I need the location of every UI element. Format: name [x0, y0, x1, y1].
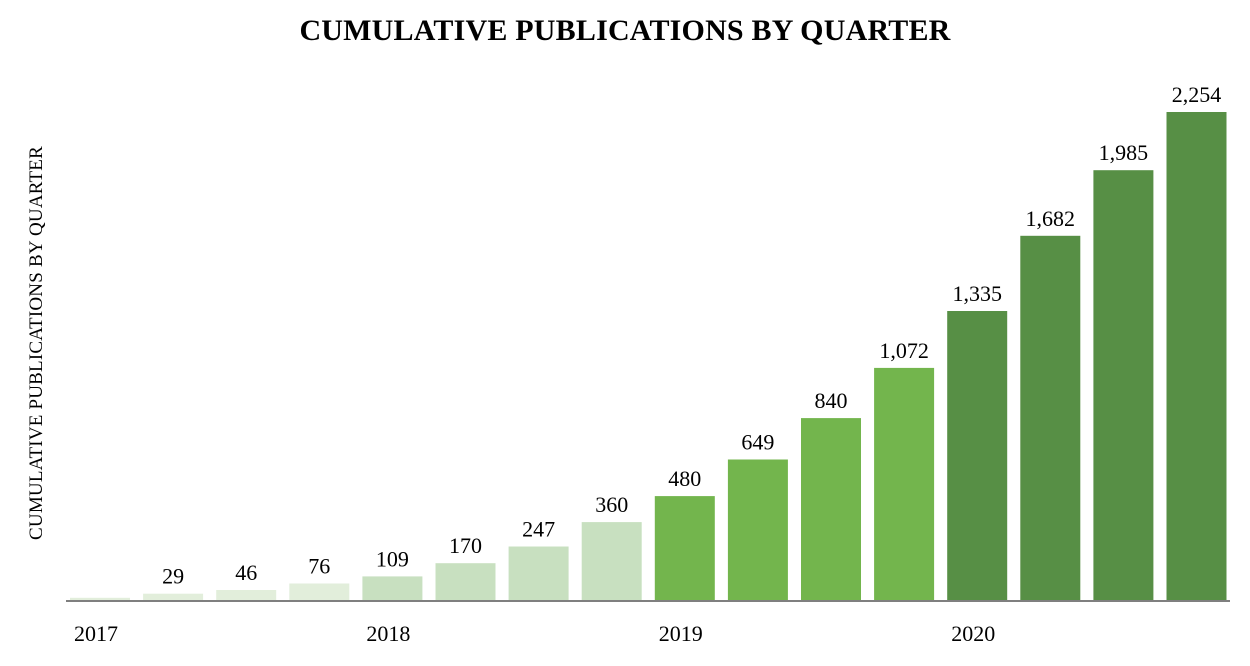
- year-label-2020: 2020: [951, 621, 995, 646]
- chart-title: CUMULATIVE PUBLICATIONS BY QUARTER: [299, 14, 951, 47]
- year-label-2018: 2018: [366, 621, 410, 646]
- bar-8: [581, 522, 642, 600]
- data-label-2: 29: [162, 564, 184, 589]
- data-label-14: 1,682: [1026, 206, 1076, 231]
- data-label-5: 109: [376, 546, 409, 571]
- bar-1: [70, 597, 130, 600]
- bar-2: [143, 593, 204, 600]
- bar-14: [1020, 235, 1081, 601]
- bar-5: [362, 576, 423, 600]
- bar-13: [947, 311, 1008, 600]
- data-label-9: 480: [668, 466, 701, 491]
- bar-3: [216, 590, 277, 600]
- data-label-13: 1,335: [952, 281, 1002, 306]
- bar-15: [1093, 170, 1154, 600]
- data-label-7: 247: [522, 517, 555, 542]
- bar-11: [801, 418, 861, 600]
- year-label-2019: 2019: [659, 621, 703, 646]
- bars-layer: [70, 112, 1227, 601]
- data-label-16: 2,254: [1172, 82, 1222, 107]
- year-label-2017: 2017: [74, 621, 118, 646]
- data-label-11: 840: [815, 388, 848, 413]
- data-label-8: 360: [595, 492, 628, 517]
- data-label-10: 649: [741, 430, 774, 455]
- data-label-12: 1,072: [879, 338, 929, 363]
- bar-10: [727, 459, 788, 600]
- bar-6: [435, 563, 496, 600]
- data-label-3: 46: [235, 560, 257, 585]
- data-label-6: 170: [449, 533, 482, 558]
- bar-16: [1166, 112, 1227, 600]
- data-label-15: 1,985: [1099, 140, 1149, 165]
- bar-9: [654, 496, 715, 600]
- bar-7: [508, 546, 569, 600]
- year-labels-layer: 2017 2018 2019 2020: [74, 621, 995, 646]
- bar-4: [289, 583, 350, 600]
- bar-12: [874, 367, 935, 600]
- data-labels-layer: 29 46 76 109 170 247 360 480 649 840 1,072 1,335 1,6…: [162, 82, 1221, 589]
- data-label-4: 76: [308, 554, 330, 579]
